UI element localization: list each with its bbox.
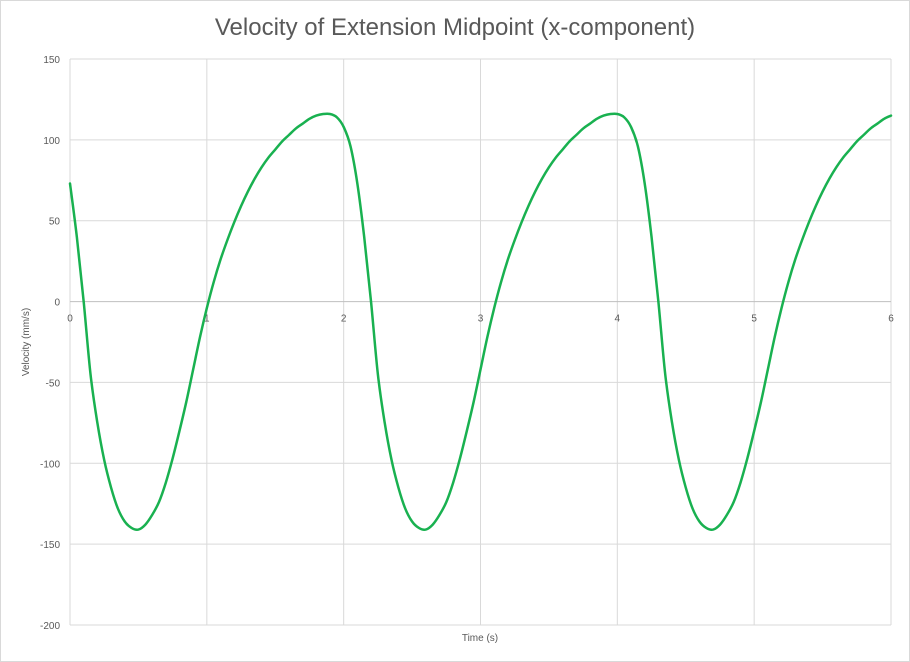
x-axis-title: Time (s) (462, 633, 498, 644)
gridlines (69, 58, 892, 626)
x-tick-label: 0 (67, 314, 73, 325)
y-axis-title: Velocity (mm/s) (21, 308, 32, 376)
y-tick-label: -50 (46, 378, 61, 389)
x-tick-label: 5 (751, 314, 757, 325)
chart-title: Velocity of Extension Midpoint (x-compon… (215, 14, 695, 41)
y-tick-label: 0 (54, 298, 60, 309)
x-tick-label: 2 (341, 314, 347, 325)
x-tick-label: 6 (888, 314, 894, 325)
x-tick-label: 1 (204, 314, 210, 325)
y-tick-label: 50 (49, 217, 61, 228)
y-tick-labels: 150 100 50 0 -50 -100 -150 -200 (40, 55, 60, 632)
y-tick-label: -200 (40, 621, 60, 632)
y-tick-label: -150 (40, 540, 60, 551)
series-line (68, 112, 893, 532)
x-tick-label: 3 (478, 314, 484, 325)
y-tick-label: -100 (40, 459, 60, 470)
series-layer (68, 112, 893, 532)
y-tick-label: 150 (43, 55, 60, 66)
x-tick-labels: 0 1 2 3 4 5 6 (67, 314, 894, 325)
x-tick-label: 4 (615, 314, 621, 325)
y-tick-label: 100 (43, 136, 60, 147)
